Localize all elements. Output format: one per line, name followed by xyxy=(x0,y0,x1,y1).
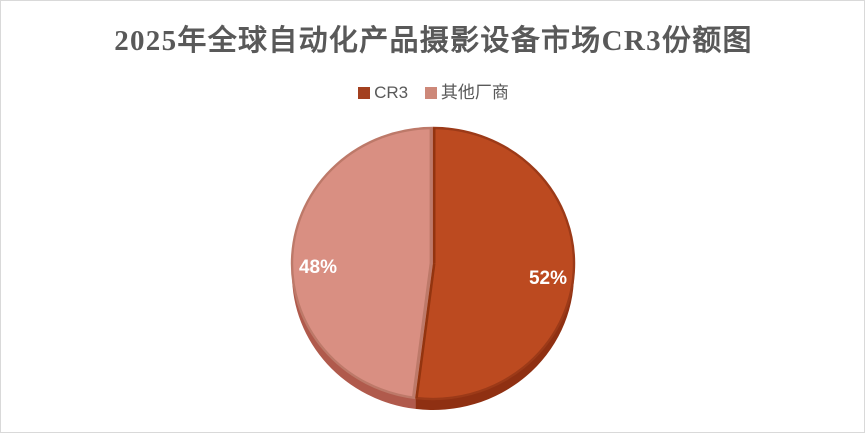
svg-text:52%: 52% xyxy=(529,268,567,289)
svg-text:48%: 48% xyxy=(299,257,337,278)
